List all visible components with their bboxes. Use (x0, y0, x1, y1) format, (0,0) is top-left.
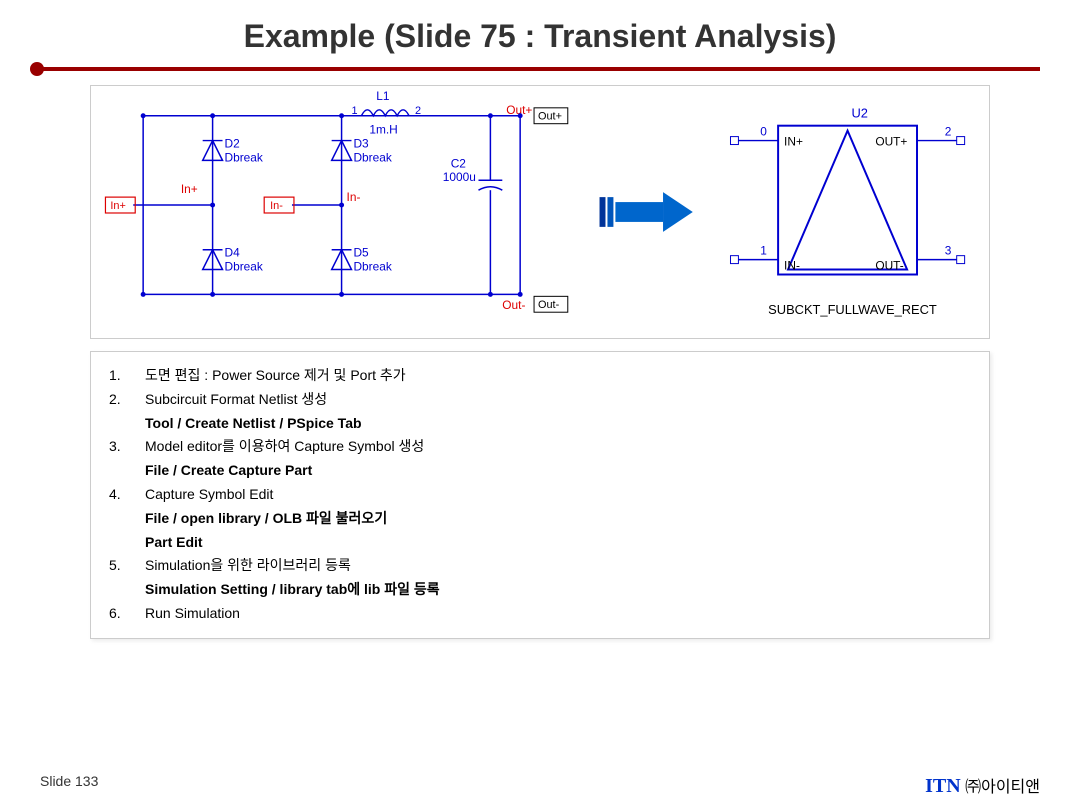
svg-text:Dbreak: Dbreak (225, 150, 263, 164)
page-title: Example (Slide 75 : Transient Analysis) (0, 0, 1080, 67)
step-number: 3. (109, 435, 145, 459)
step-text: Run Simulation (145, 602, 971, 626)
svg-text:1000u: 1000u (443, 170, 476, 184)
svg-text:In-: In- (347, 190, 361, 204)
step-sub: Part Edit (109, 531, 971, 555)
step-sub: Simulation Setting / library tab에 lib 파일… (109, 578, 971, 602)
step-row: 5.Simulation을 위한 라이브러리 등록 (109, 554, 971, 578)
svg-text:Out-: Out- (538, 299, 560, 311)
svg-text:Dbreak: Dbreak (225, 260, 263, 274)
arrow-icon (600, 192, 693, 232)
step-number: 2. (109, 388, 145, 412)
svg-text:D3: D3 (353, 137, 369, 151)
step-row: 6.Run Simulation (109, 602, 971, 626)
divider (40, 67, 1040, 71)
step-row: 4.Capture Symbol Edit (109, 483, 971, 507)
svg-text:IN-: IN- (784, 259, 800, 273)
svg-text:OUT-: OUT- (875, 259, 903, 273)
svg-text:L1: L1 (376, 89, 390, 103)
svg-text:1m.H: 1m.H (369, 123, 397, 137)
svg-text:IN+: IN+ (784, 135, 803, 149)
svg-text:C2: C2 (451, 156, 467, 170)
svg-text:D2: D2 (225, 137, 241, 151)
svg-text:In+: In+ (181, 182, 198, 196)
svg-text:1: 1 (351, 105, 357, 117)
step-text: Simulation을 위한 라이브러리 등록 (145, 554, 971, 578)
step-text: Model editor를 이용하여 Capture Symbol 생성 (145, 435, 971, 459)
step-number: 6. (109, 602, 145, 626)
step-number: 4. (109, 483, 145, 507)
svg-text:U2: U2 (852, 106, 868, 121)
schematic-diagram: D2 Dbreak D3 Dbreak D4 Dbreak D5 Dbreak … (90, 85, 990, 339)
svg-text:OUT+: OUT+ (875, 135, 907, 149)
svg-text:3: 3 (945, 244, 952, 258)
step-text: Subcircuit Format Netlist 생성 (145, 388, 971, 412)
step-sub: File / open library / OLB 파일 불러오기 (109, 507, 971, 531)
svg-text:2: 2 (415, 105, 421, 117)
step-row: 2.Subcircuit Format Netlist 생성 (109, 388, 971, 412)
slide-number: Slide 133 (40, 773, 98, 798)
svg-text:D5: D5 (353, 246, 369, 260)
steps-list: 1.도면 편집 : Power Source 제거 및 Port 추가2.Sub… (90, 351, 990, 639)
svg-text:2: 2 (945, 125, 952, 139)
svg-text:In+: In+ (110, 200, 125, 212)
svg-text:SUBCKT_FULLWAVE_RECT: SUBCKT_FULLWAVE_RECT (768, 302, 937, 317)
svg-text:Out-: Out- (502, 298, 525, 312)
step-sub: Tool / Create Netlist / PSpice Tab (109, 412, 971, 436)
svg-text:Dbreak: Dbreak (353, 260, 391, 274)
step-number: 5. (109, 554, 145, 578)
svg-text:1: 1 (760, 244, 767, 258)
footer: Slide 133 ITN ㈜아이티앤 (0, 773, 1080, 798)
svg-text:In-: In- (270, 200, 283, 212)
step-text: Capture Symbol Edit (145, 483, 971, 507)
svg-text:Dbreak: Dbreak (353, 150, 391, 164)
svg-text:D4: D4 (225, 246, 241, 260)
step-number: 1. (109, 364, 145, 388)
step-sub: File / Create Capture Part (109, 459, 971, 483)
step-text: 도면 편집 : Power Source 제거 및 Port 추가 (145, 364, 971, 388)
svg-text:0: 0 (760, 125, 767, 139)
svg-text:Out+: Out+ (538, 111, 562, 123)
step-row: 3.Model editor를 이용하여 Capture Symbol 생성 (109, 435, 971, 459)
schematic-svg: D2 Dbreak D3 Dbreak D4 Dbreak D5 Dbreak … (91, 86, 989, 338)
company-logo: ITN ㈜아이티앤 (925, 773, 1040, 798)
step-row: 1.도면 편집 : Power Source 제거 및 Port 추가 (109, 364, 971, 388)
